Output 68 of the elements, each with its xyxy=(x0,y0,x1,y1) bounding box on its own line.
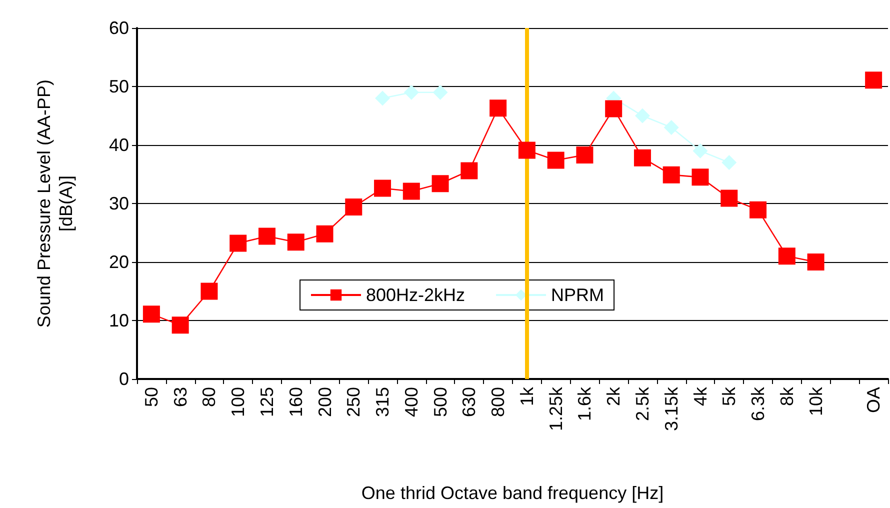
point xyxy=(750,201,767,218)
point xyxy=(404,84,419,100)
point xyxy=(722,155,737,170)
point xyxy=(518,142,536,159)
point xyxy=(230,234,247,252)
y-axis-title: Sound Pressure Level (AA-PP) [dB(A)] xyxy=(34,79,76,328)
y-tick-label: 20 xyxy=(108,252,129,272)
point xyxy=(547,152,564,169)
point xyxy=(692,143,708,158)
x-axis-title: One thrid Octave band frequency [Hz] xyxy=(361,483,664,503)
x-tick-label: 2.5k xyxy=(632,386,652,422)
point xyxy=(807,254,824,270)
x-tick-label: 63 xyxy=(170,387,190,408)
point xyxy=(200,282,218,300)
point xyxy=(374,180,392,197)
point xyxy=(142,306,160,323)
x-tick-label: 400 xyxy=(401,387,422,418)
point xyxy=(634,149,651,166)
x-tick-label: 800 xyxy=(488,387,508,418)
point xyxy=(375,90,390,106)
point xyxy=(172,316,189,334)
x-tick-label: 100 xyxy=(228,387,248,418)
point xyxy=(605,100,622,118)
point xyxy=(490,100,507,117)
x-tick-label: 10k xyxy=(806,386,826,416)
y-tick-label: 40 xyxy=(108,135,129,155)
point xyxy=(287,234,304,251)
point xyxy=(778,248,796,265)
x-tick-label: 160 xyxy=(286,387,306,418)
x-tick-label: 1k xyxy=(516,386,537,406)
y-tick-label: 10 xyxy=(108,310,129,330)
point xyxy=(720,190,738,207)
legend-label: NPRM xyxy=(551,285,604,305)
point xyxy=(258,228,276,245)
x-tick-label: 630 xyxy=(459,387,480,418)
x-tick-label: 8k xyxy=(776,386,797,406)
point xyxy=(345,198,362,216)
x-tick-label: 3.15k xyxy=(661,386,682,432)
point xyxy=(432,175,449,192)
x-tick-label: 250 xyxy=(344,387,364,418)
x-tick-label: 6.3k xyxy=(748,386,768,422)
point xyxy=(402,182,420,200)
point xyxy=(692,168,709,186)
point xyxy=(316,225,334,242)
point xyxy=(460,162,478,180)
point xyxy=(865,72,882,89)
x-tick-label: 80 xyxy=(199,387,220,408)
x-tick-label: 2k xyxy=(604,386,624,406)
y-tick-label: 50 xyxy=(108,76,129,96)
x-tick-label: 315 xyxy=(372,387,393,418)
point xyxy=(634,108,650,124)
y-tick-label: 60 xyxy=(108,18,129,38)
x-tick-label: 200 xyxy=(314,387,335,418)
point xyxy=(432,84,448,100)
x-tick-label: 500 xyxy=(430,387,450,418)
x-tick-label: 4k xyxy=(690,386,710,406)
y-tick-label: 0 xyxy=(118,369,129,389)
x-tick-label: 125 xyxy=(256,387,277,418)
x-tick-label: 5k xyxy=(719,386,740,406)
x-tick-label: 1.6k xyxy=(574,386,595,422)
point xyxy=(662,166,680,184)
point xyxy=(576,146,594,164)
x-tick-label: 1.25k xyxy=(546,386,566,432)
y-tick-label: 30 xyxy=(108,194,129,214)
x-tick-label: 50 xyxy=(141,387,162,408)
legend-label: 800Hz-2kHz xyxy=(366,285,466,305)
point xyxy=(664,120,679,135)
x-tick-label: OA xyxy=(864,387,884,414)
